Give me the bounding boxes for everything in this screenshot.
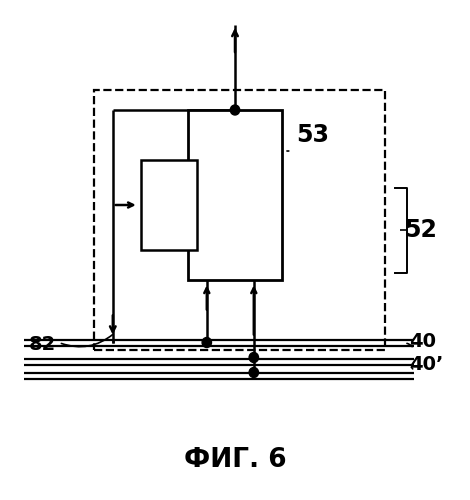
Text: 40: 40 (409, 332, 436, 351)
Circle shape (230, 105, 240, 115)
Circle shape (249, 352, 259, 362)
Bar (188, 110, 282, 280)
Circle shape (202, 338, 212, 347)
Text: ФИГ. 6: ФИГ. 6 (184, 447, 286, 473)
Bar (94, 90, 385, 350)
Text: 40’: 40’ (409, 354, 443, 374)
Text: 52: 52 (404, 218, 437, 242)
Text: 53: 53 (296, 123, 329, 147)
Text: 82: 82 (29, 336, 56, 354)
Bar (141, 160, 197, 250)
Circle shape (249, 368, 259, 378)
